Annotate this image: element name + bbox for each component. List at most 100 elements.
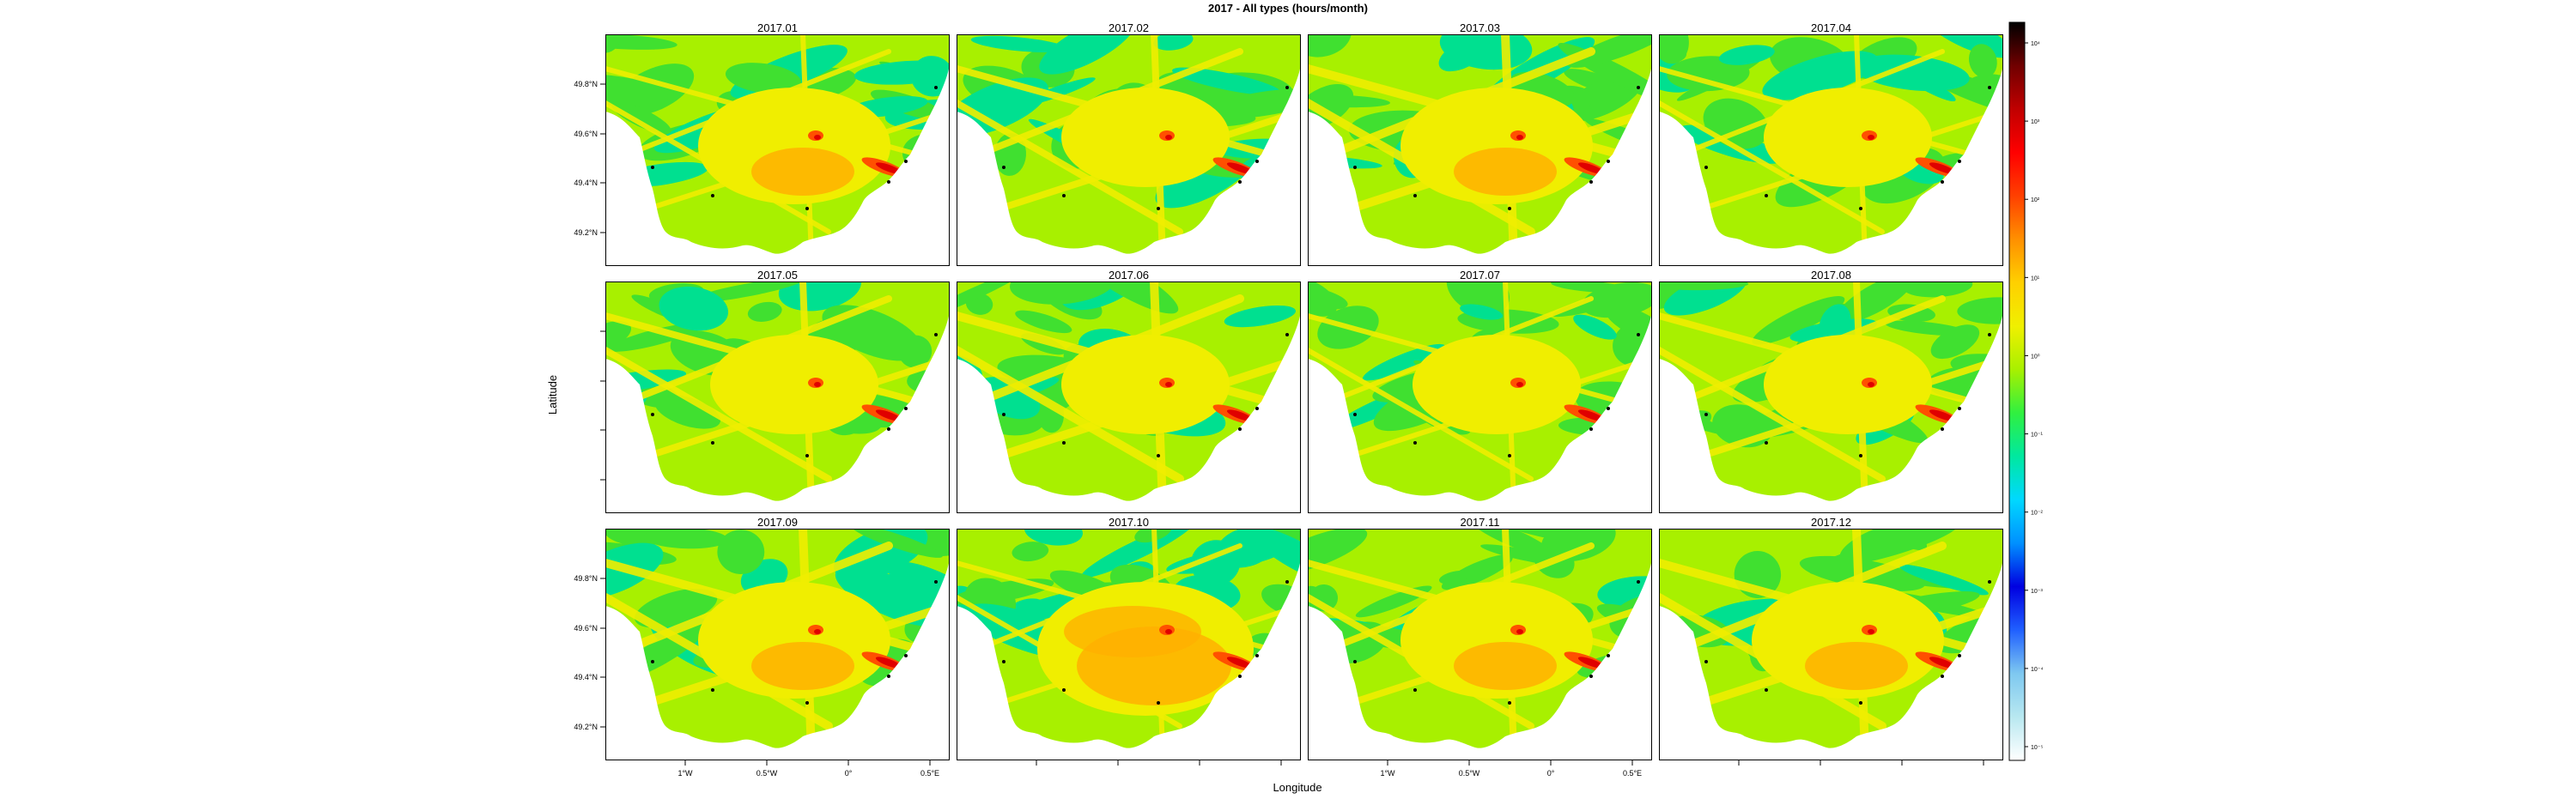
port-marker	[1765, 194, 1768, 197]
port-marker	[651, 413, 654, 416]
port-marker	[1988, 580, 1991, 584]
port-marker	[904, 407, 908, 410]
port-marker	[1704, 660, 1708, 663]
y-tick-label: 49.4°N	[574, 179, 598, 187]
map-field	[1308, 281, 1652, 513]
panel-title: 2017.01	[757, 21, 798, 34]
x-tick-label: 0°	[1547, 769, 1555, 778]
x-tick-label: 0.5°E	[920, 769, 939, 778]
port-marker	[934, 580, 938, 584]
panel-title: 2017.11	[1460, 516, 1499, 529]
panel-frame	[1308, 34, 1652, 266]
port-marker	[1413, 441, 1417, 445]
port-marker	[1859, 701, 1862, 705]
y-tick-label: 49.4°N	[574, 673, 598, 681]
port-marker	[1958, 160, 1961, 163]
map-field	[605, 34, 950, 266]
panel-title: 2017.08	[1811, 269, 1851, 281]
panel-title: 2017.03	[1460, 21, 1500, 34]
y-tick-label: 49.8°N	[574, 574, 598, 583]
y-tick-label: 49.2°N	[574, 723, 598, 731]
port-marker	[934, 86, 938, 89]
port-marker	[1704, 413, 1708, 416]
port-marker	[904, 654, 908, 657]
map-panel: 2017.08	[1659, 269, 2003, 513]
map-panel: 2017.12	[1659, 516, 2003, 760]
port-marker	[1238, 180, 1242, 184]
map-field	[1659, 529, 2003, 760]
port-marker	[1062, 688, 1066, 692]
port-marker	[1002, 413, 1005, 416]
panel-frame	[957, 34, 1301, 266]
port-marker	[1958, 407, 1961, 410]
y-tick-label: 49.2°N	[574, 228, 598, 237]
map-field	[1659, 34, 2003, 266]
x-axis-title: Longitude	[1273, 781, 1321, 794]
port-marker	[887, 675, 890, 678]
port-marker	[1002, 166, 1005, 169]
panel-title: 2017.05	[757, 269, 798, 281]
port-marker	[1607, 407, 1610, 410]
port-marker	[1941, 675, 1944, 678]
port-marker	[1765, 688, 1768, 692]
port-marker	[711, 688, 714, 692]
panel-title: 2017.09	[757, 516, 798, 529]
x-tick-label: 0.5°W	[1459, 769, 1480, 778]
panel-title: 2017.06	[1109, 269, 1149, 281]
colorbar-scale	[2008, 21, 2026, 761]
port-marker	[1285, 86, 1289, 89]
y-axis-title: Latitude	[546, 375, 559, 415]
port-marker	[1255, 654, 1259, 657]
panel-frame	[1308, 281, 1652, 513]
port-marker	[1285, 580, 1289, 584]
map-panel: 2017.10	[957, 516, 1301, 760]
port-marker	[1002, 660, 1005, 663]
panel-title: 2017.02	[1109, 21, 1149, 34]
port-marker	[1589, 180, 1593, 184]
port-marker	[1637, 580, 1640, 584]
panel-frame	[1659, 34, 2003, 266]
colorbar-label: 10⁰	[2031, 353, 2040, 360]
port-marker	[1413, 194, 1417, 197]
port-marker	[1607, 160, 1610, 163]
x-tick-label: 1°W	[677, 769, 693, 778]
port-marker	[651, 660, 654, 663]
port-marker	[1859, 207, 1862, 210]
port-marker	[1157, 207, 1160, 210]
panel-frame	[605, 281, 950, 513]
panel-title: 2017.04	[1811, 21, 1851, 34]
colorbar-label: 10⁻³	[2031, 589, 2043, 595]
port-marker	[805, 454, 809, 457]
port-marker	[1765, 441, 1768, 445]
map-field	[957, 281, 1301, 513]
port-marker	[1285, 333, 1289, 336]
port-marker	[1988, 86, 1991, 89]
port-marker	[1238, 675, 1242, 678]
map-panel: 2017.04	[1659, 21, 2003, 266]
port-marker	[1508, 207, 1511, 210]
port-marker	[1941, 427, 1944, 431]
port-marker	[1413, 688, 1417, 692]
panel-title: 2017.07	[1460, 269, 1500, 281]
colorbar: 10⁻⁵ 10⁻⁴ 10⁻³ 10⁻² 10⁻¹ 10⁰ 10¹ 10² 10³ 10⁴	[2008, 21, 2044, 761]
port-marker	[711, 194, 714, 197]
port-marker	[1508, 701, 1511, 705]
port-marker	[1589, 675, 1593, 678]
x-tick-label: 0.5°E	[1623, 769, 1642, 778]
colorbar-label: 10¹	[2031, 275, 2040, 281]
port-marker	[1238, 427, 1242, 431]
panel-title: 2017.12	[1811, 516, 1851, 529]
y-tick-label: 49.6°N	[574, 624, 598, 633]
port-marker	[887, 427, 890, 431]
map-field	[605, 281, 950, 513]
panel-frame	[957, 281, 1301, 513]
panel-grid: 2017.01 2017.02 2017.03 2017.04 2017.05 2017.…	[574, 21, 2003, 778]
port-marker	[934, 333, 938, 336]
port-marker	[805, 207, 809, 210]
map-field	[605, 529, 950, 760]
y-tick-label: 49.6°N	[574, 130, 598, 138]
x-tick-label: 0°	[845, 769, 853, 778]
x-tick-label: 0.5°W	[756, 769, 778, 778]
port-marker	[1704, 166, 1708, 169]
